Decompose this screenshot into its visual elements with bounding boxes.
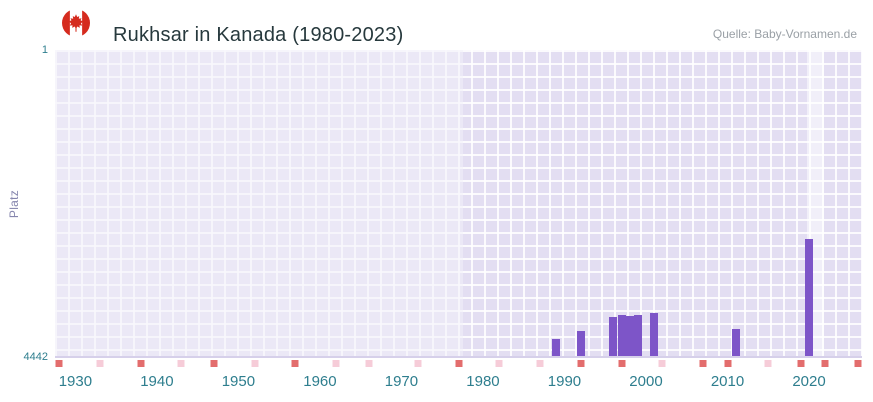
bar-2001[interactable] xyxy=(650,313,659,356)
year-marker-2019 xyxy=(797,360,805,367)
bar-2011[interactable] xyxy=(731,329,740,356)
x-tick-2000: 2000 xyxy=(629,373,663,390)
x-tick-2010: 2010 xyxy=(710,373,745,390)
bar-2020[interactable] xyxy=(805,238,813,356)
x-tick-1970: 1970 xyxy=(384,373,419,390)
year-marker-1947 xyxy=(210,360,218,367)
year-marker-1992 xyxy=(577,360,585,367)
x-tick-1940: 1940 xyxy=(140,373,174,390)
year-marker-1982 xyxy=(495,360,503,367)
x-tick-2020: 2020 xyxy=(792,373,826,390)
no-data-overlay xyxy=(55,50,463,356)
x-tick-1980: 1980 xyxy=(466,373,500,390)
bottom-marker-row xyxy=(55,360,862,368)
year-marker-1952 xyxy=(251,360,259,367)
year-marker-1938 xyxy=(137,360,145,367)
bar-1992[interactable] xyxy=(576,331,585,356)
year-marker-1928 xyxy=(55,360,63,367)
year-marker-2007 xyxy=(699,360,707,367)
year-marker-1987 xyxy=(536,360,544,367)
year-marker-2022 xyxy=(821,360,829,367)
year-marker-1933 xyxy=(96,360,104,367)
year-marker-2015 xyxy=(764,360,772,367)
year-marker-1997 xyxy=(618,360,626,367)
bar-1999[interactable] xyxy=(633,315,642,356)
x-axis: 1930 1940 1950 1960 1970 1980 1990 2000 2010 2020 xyxy=(55,373,862,395)
year-marker-1977 xyxy=(455,360,462,367)
x-tick-1990: 1990 xyxy=(547,373,582,390)
year-marker-2002 xyxy=(658,360,666,367)
x-tick-1950: 1950 xyxy=(221,373,256,390)
x-tick-1930: 1930 xyxy=(58,373,93,390)
y-axis-bottom-label: 4442 xyxy=(23,351,48,363)
year-marker-1957 xyxy=(291,360,299,367)
y-axis-title: Platz xyxy=(7,189,21,219)
canada-flag-icon xyxy=(62,9,90,37)
year-marker-1966 xyxy=(365,360,373,367)
bar-1997[interactable] xyxy=(617,315,626,356)
page-title: Rukhsar in Kanada (1980-2023) xyxy=(113,24,404,47)
year-marker-1972 xyxy=(414,360,422,367)
year-marker-2010 xyxy=(724,360,731,367)
bar-1996[interactable] xyxy=(609,316,618,356)
year-marker-1943 xyxy=(177,360,185,367)
y-axis-top-label: 1 xyxy=(41,44,48,56)
plot-area xyxy=(55,50,862,358)
bar-1989[interactable] xyxy=(552,339,561,356)
year-marker-1962 xyxy=(332,360,340,367)
bar-1998[interactable] xyxy=(625,315,634,356)
x-tick-1960: 1960 xyxy=(303,373,337,390)
year-marker-2026 xyxy=(854,360,862,367)
source-attribution: Quelle: Baby-Vornamen.de xyxy=(712,27,857,41)
